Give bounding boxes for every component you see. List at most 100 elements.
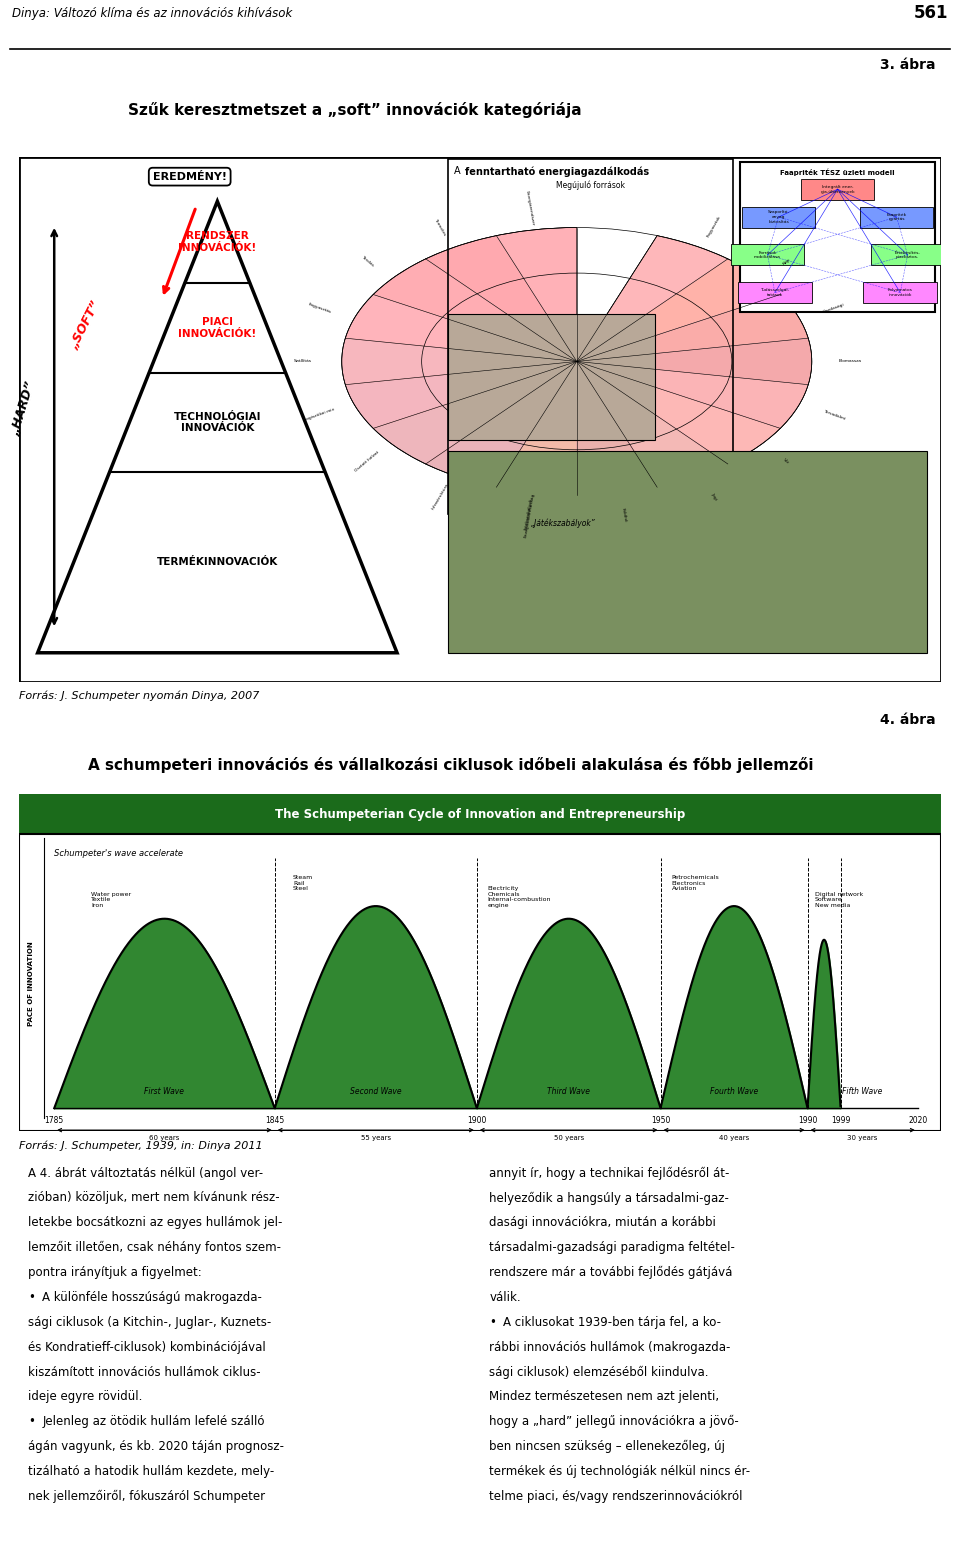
Text: „SOFT”: „SOFT” <box>68 298 104 351</box>
Wedge shape <box>346 362 577 428</box>
Text: RENDSZER
INNOVÁCIÓK!: RENDSZER INNOVÁCIÓK! <box>179 232 256 252</box>
Text: Szaporító-
anyag
biztosítás: Szaporító- anyag biztosítás <box>768 210 790 224</box>
Text: Energiarendszer: Energiarendszer <box>524 190 535 226</box>
Text: Tárolás: Tárolás <box>360 255 374 268</box>
Text: sági ciklusok (a Kitchin-, Juglar-, Kuznets-: sági ciklusok (a Kitchin-, Juglar-, Kuzn… <box>29 1316 272 1329</box>
Text: „Játékszabályok”: „Játékszabályok” <box>531 519 595 528</box>
Text: A különféle hosszúságú makrogazda-: A különféle hosszúságú makrogazda- <box>42 1291 262 1304</box>
Text: Third Wave: Third Wave <box>547 1086 590 1095</box>
Bar <box>863 282 937 302</box>
Text: Schumpeter's wave accelerate: Schumpeter's wave accelerate <box>54 849 183 859</box>
Text: Megújuló források: Megújuló források <box>556 180 625 190</box>
Text: A schumpeteri innovációs és vállalkozási ciklusok időbeli alakulása és főbb jell: A schumpeteri innovációs és vállalkozási… <box>88 757 814 773</box>
Text: 55 years: 55 years <box>361 1135 391 1141</box>
Text: telme piaci, és/vagy rendszerinnovációkról: telme piaci, és/vagy rendszerinnovációkr… <box>490 1490 743 1503</box>
Text: Földhő: Földhő <box>621 508 628 522</box>
Text: 1950: 1950 <box>651 1116 670 1125</box>
Text: Fogyasztás: Fogyasztás <box>307 302 331 313</box>
Bar <box>447 160 733 514</box>
Text: Mindez természetesen nem azt jelenti,: Mindez természetesen nem azt jelenti, <box>490 1390 719 1404</box>
Text: Termelés: Termelés <box>433 216 446 235</box>
Text: ágán vagyunk, és kb. 2020 táján prognosz-: ágán vagyunk, és kb. 2020 táján prognosz… <box>29 1440 284 1453</box>
Bar <box>740 161 935 312</box>
Wedge shape <box>577 295 808 362</box>
Wedge shape <box>577 338 812 384</box>
Text: dasági innovációkra, miután a korábbi: dasági innovációkra, miután a korábbi <box>490 1216 716 1230</box>
Text: Infrastruktúra: Infrastruktúra <box>431 483 449 511</box>
Text: 1999: 1999 <box>831 1116 851 1125</box>
Text: Digital network
Software
New media: Digital network Software New media <box>815 892 863 909</box>
Text: PACE OF INNOVATION: PACE OF INNOVATION <box>28 942 35 1026</box>
Wedge shape <box>577 235 728 362</box>
Bar <box>447 313 655 440</box>
Text: 50 years: 50 years <box>554 1135 584 1141</box>
Text: •: • <box>29 1415 36 1428</box>
Text: „HARD”: „HARD” <box>9 379 37 437</box>
Text: Faapriték
gyártás: Faapriték gyártás <box>886 213 906 221</box>
Text: ben nincsen szükség – ellenekezőleg, új: ben nincsen szükség – ellenekezőleg, új <box>490 1440 725 1453</box>
Wedge shape <box>496 362 577 495</box>
Text: EREDMÉNY!: EREDMÉNY! <box>153 172 227 182</box>
Text: Faapriték TÉSZ üzleti modell: Faapriték TÉSZ üzleti modell <box>780 168 895 176</box>
Text: Integrált ener-
gia-ültetvények: Integrált ener- gia-ültetvények <box>820 185 855 194</box>
Text: 1900: 1900 <box>468 1116 487 1125</box>
Text: Fourth Wave: Fourth Wave <box>709 1086 758 1095</box>
Text: Logisztikai mix: Logisztikai mix <box>303 407 335 422</box>
Text: Dinya: Változó klíma és az innovációs kihívások: Dinya: Változó klíma és az innovációs ki… <box>12 6 292 20</box>
Text: pontra irányítjuk a figyelmet:: pontra irányítjuk a figyelmet: <box>29 1266 203 1279</box>
Wedge shape <box>425 362 577 487</box>
Text: 30 years: 30 years <box>848 1135 877 1141</box>
Wedge shape <box>342 338 577 384</box>
Bar <box>738 282 812 302</box>
Text: The Schumpeterian Cycle of Innovation and Entrepreneurship: The Schumpeterian Cycle of Innovation an… <box>275 807 685 821</box>
Text: •: • <box>490 1316 496 1329</box>
Text: Forrás: J. Schumpeter, 1939, in: Dinya 2011: Forrás: J. Schumpeter, 1939, in: Dinya 2… <box>19 1141 263 1150</box>
Bar <box>447 451 927 653</box>
Wedge shape <box>425 235 577 362</box>
Text: Források
mobilizálása: Források mobilizálása <box>755 251 781 259</box>
Text: First Wave: First Wave <box>144 1086 184 1095</box>
Text: TERMÉKINNOVACIÓK: TERMÉKINNOVACIÓK <box>156 558 278 567</box>
Text: Értékesítés,
piacbiztos.: Értékesítés, piacbiztos. <box>895 251 921 259</box>
Text: Társadalmi: Társadalmi <box>823 409 846 420</box>
Wedge shape <box>373 362 577 464</box>
Text: Folyamatos
innovációk: Folyamatos innovációk <box>888 288 913 298</box>
Text: TECHNOLÓGIAI
INNOVÁCIÓK: TECHNOLÓGIAI INNOVÁCIÓK <box>174 412 261 434</box>
Wedge shape <box>577 259 780 362</box>
Text: Játékszabályok: Játékszabályok <box>524 498 534 531</box>
Bar <box>731 244 804 265</box>
Text: és Kondratieff-ciklusok) kombinációjával: és Kondratieff-ciklusok) kombinációjával <box>29 1341 266 1354</box>
Text: A 4. ábrát változtatás nélkül (angol ver-: A 4. ábrát változtatás nélkül (angol ver… <box>29 1166 264 1180</box>
Text: ideje egyre rövidül.: ideje egyre rövidül. <box>29 1390 143 1404</box>
Text: Forrás: J. Schumpeter nyomán Dinya, 2007: Forrás: J. Schumpeter nyomán Dinya, 2007 <box>19 691 259 700</box>
Text: kiszámított innovációs hullámok ciklus-: kiszámított innovációs hullámok ciklus- <box>29 1365 261 1379</box>
Wedge shape <box>577 362 808 428</box>
Wedge shape <box>346 295 577 362</box>
Text: nek jellemzőiről, fókuszáról Schumpeter: nek jellemzőiről, fókuszáról Schumpeter <box>29 1490 266 1503</box>
Text: Szállítás: Szállítás <box>294 359 312 364</box>
Bar <box>871 244 945 265</box>
Text: Osztott hálzat: Osztott hálzat <box>354 450 380 473</box>
Text: Víz: Víz <box>782 458 790 465</box>
Text: 1990: 1990 <box>798 1116 817 1125</box>
Text: válik.: válik. <box>490 1291 521 1304</box>
Text: 1845: 1845 <box>265 1116 284 1125</box>
Text: lemzőit illetően, csak néhány fontos szem-: lemzőit illetően, csak néhány fontos sze… <box>29 1241 281 1254</box>
Text: rendszere már a további fejlődés gátjává: rendszere már a további fejlődés gátjává <box>490 1266 732 1279</box>
Text: Water power
Textile
Iron: Water power Textile Iron <box>91 892 132 909</box>
Text: Tudásszolgál-
tatások: Tudásszolgál- tatások <box>760 288 789 298</box>
Text: Jelenleg az ötödik hullám lefelé szálló: Jelenleg az ötödik hullám lefelé szálló <box>42 1415 265 1428</box>
Text: annyit ír, hogy a technikai fejlődésről át-: annyit ír, hogy a technikai fejlődésről … <box>490 1166 730 1180</box>
Text: helyeződik a hangsúly a társadalmi-gaz-: helyeződik a hangsúly a társadalmi-gaz- <box>490 1191 729 1205</box>
Text: Jogi: Jogi <box>709 492 717 501</box>
Bar <box>860 207 933 227</box>
Wedge shape <box>577 362 728 487</box>
Text: Energiatakarékosság: Energiatakarékosság <box>523 492 535 537</box>
Text: zióban) közöljuk, mert nem kívánunk rész-: zióban) közöljuk, mert nem kívánunk rész… <box>29 1191 280 1205</box>
Text: Electricity
Chemicals
Internal-combustion
engine: Electricity Chemicals Internal-combustio… <box>488 885 551 909</box>
Bar <box>19 835 941 1131</box>
Text: termékek és új technológiák nélkül nincs ér-: termékek és új technológiák nélkül nincs… <box>490 1465 751 1478</box>
Text: Steam
Rail
Steel: Steam Rail Steel <box>293 874 313 892</box>
Text: Fogyasztók: Fogyasztók <box>706 215 722 238</box>
Text: 2020: 2020 <box>908 1116 927 1125</box>
